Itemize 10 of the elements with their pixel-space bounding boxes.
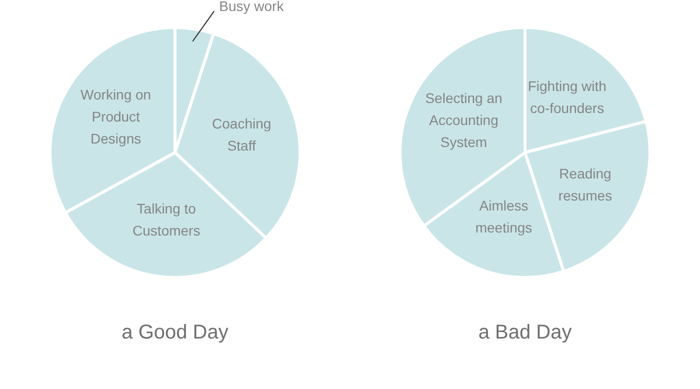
slice-label: Coaching Staff	[212, 115, 272, 154]
text: a Bad Day	[478, 322, 572, 344]
slice-label: Aimless meetings	[475, 198, 532, 236]
slice-label: Talking to Customers	[132, 200, 200, 239]
slice-label: Selecting an Accounting System	[425, 90, 502, 150]
text: a Good Day	[122, 322, 228, 344]
slice-label: Working on Product Designs	[80, 86, 152, 146]
slice-label: Fighting with co-founders	[528, 78, 606, 116]
slice-label: Reading resumes	[558, 165, 612, 204]
slice-label: Busy work	[219, 0, 285, 14]
